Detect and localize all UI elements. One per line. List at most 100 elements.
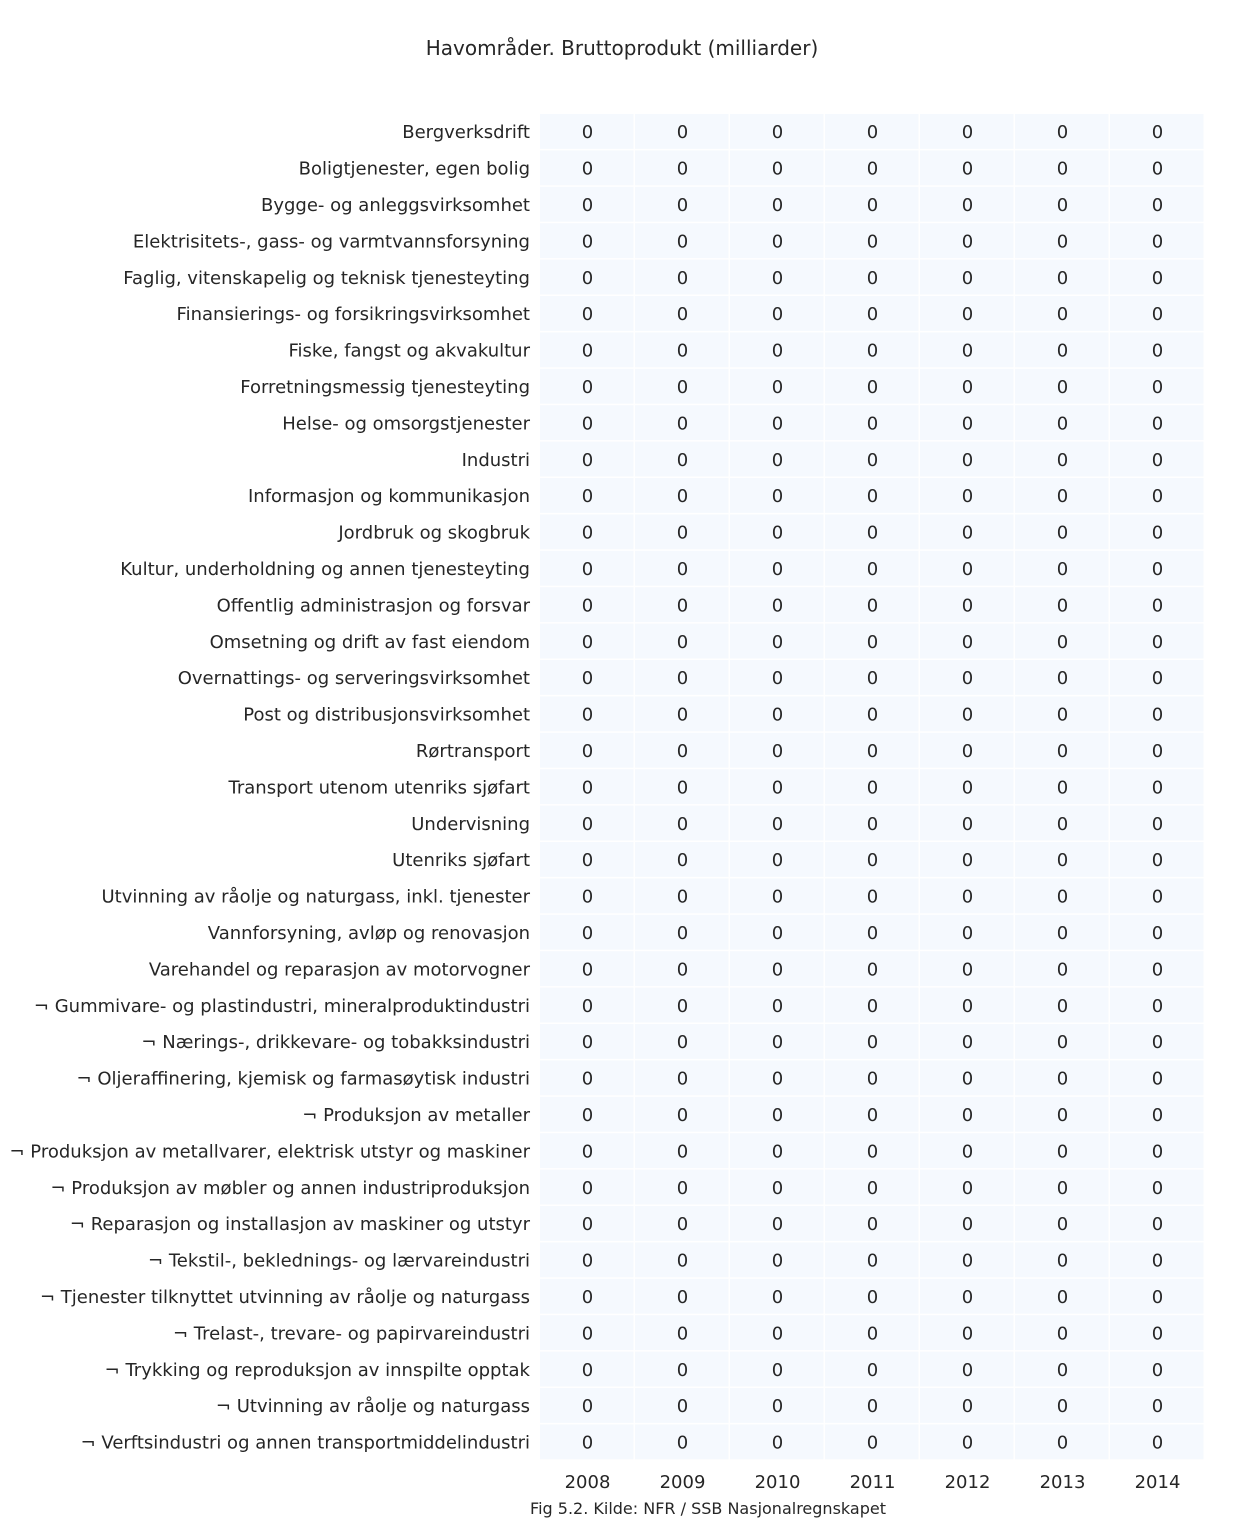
cell-value-label: 0 <box>677 231 688 252</box>
cell-value-label: 0 <box>582 741 593 762</box>
heatmap-cell <box>825 223 919 259</box>
heatmap-cell <box>730 1388 824 1423</box>
cell-value-label: 0 <box>962 195 973 216</box>
row-label: Forretningsmessig tjenesteyting <box>240 377 530 398</box>
heatmap-cell <box>1110 878 1204 914</box>
heatmap-cell <box>540 1242 634 1278</box>
heatmap-cell <box>920 514 1014 550</box>
heatmap-cell <box>1110 769 1204 805</box>
cells-layer: 0 0 0 0 0 0 0 0 0 0 0 0 0 0 0 0 0 0 0 0 0 0 0 0 0 0 0 0 0 0 0 0 0 0 0 0 0 0 0 0… <box>540 114 1204 1460</box>
cell-value-label: 0 <box>1152 268 1163 289</box>
cell-value-label: 0 <box>867 268 878 289</box>
row-label: ¬ Verftsindustri og annen transportmidde… <box>81 1433 530 1454</box>
cell-value-label: 0 <box>867 1396 878 1417</box>
cell-value-label: 0 <box>582 632 593 653</box>
heatmap-cell <box>1110 259 1204 295</box>
heatmap-cell <box>635 914 729 950</box>
cell-value-label: 0 <box>962 486 973 507</box>
cell-value-label: 0 <box>1057 595 1068 616</box>
cell-value-label: 0 <box>1057 996 1068 1017</box>
cell-value-label: 0 <box>867 1069 878 1090</box>
heatmap-cell <box>920 696 1014 732</box>
row-label: Faglig, vitenskapelig og teknisk tjenest… <box>123 268 530 289</box>
heatmap-cell <box>540 514 634 550</box>
cell-value-label: 0 <box>677 741 688 762</box>
cell-value-label: 0 <box>962 814 973 835</box>
cell-value-label: 0 <box>582 1287 593 1308</box>
heatmap-cell <box>825 878 919 914</box>
heatmap-cell <box>920 1024 1014 1059</box>
heatmap-cell <box>920 805 1014 841</box>
row-labels: Bergverksdrift Boligtjenester, egen bolig… <box>10 122 531 1453</box>
cell-value-label: 0 <box>582 1433 593 1454</box>
cell-value-label: 0 <box>677 159 688 180</box>
cell-value-label: 0 <box>867 959 878 980</box>
heatmap-cell <box>920 405 1014 441</box>
cell-value-label: 0 <box>962 668 973 689</box>
heatmap-cell <box>1015 259 1109 295</box>
heatmap-cell <box>730 1351 824 1387</box>
cell-value-label: 0 <box>1152 341 1163 362</box>
heatmap-cell <box>920 914 1014 950</box>
heatmap-cell <box>1015 1060 1109 1096</box>
cell-value-label: 0 <box>772 850 783 871</box>
cell-value-label: 0 <box>1057 1287 1068 1308</box>
cell-value-label: 0 <box>867 377 878 398</box>
heatmap-cell <box>920 114 1014 149</box>
heatmap-cell <box>920 1315 1014 1351</box>
cell-value-label: 0 <box>962 413 973 434</box>
heatmap-cell <box>540 1024 634 1059</box>
cell-value-label: 0 <box>582 1032 593 1053</box>
cell-value-label: 0 <box>582 1178 593 1199</box>
heatmap-cell <box>1015 878 1109 914</box>
heatmap-cell <box>635 1024 729 1059</box>
heatmap-cell <box>540 951 634 987</box>
heatmap-cell <box>540 223 634 259</box>
heatmap-cell <box>730 478 824 513</box>
cell-value-label: 0 <box>677 1141 688 1162</box>
cell-value-label: 0 <box>962 1032 973 1053</box>
heatmap-cell <box>1110 550 1204 586</box>
heatmap-cell <box>635 842 729 877</box>
cell-value-label: 0 <box>677 1433 688 1454</box>
heatmap-cell <box>1110 623 1204 659</box>
row-label: ¬ Tjenester tilknyttet utvinning av råol… <box>40 1287 530 1308</box>
cell-value-label: 0 <box>962 559 973 580</box>
heatmap-cell <box>540 987 634 1023</box>
cell-value-label: 0 <box>867 486 878 507</box>
row-label: Boligtjenester, egen bolig <box>299 159 530 180</box>
heatmap-cell <box>730 914 824 950</box>
column-label: 2009 <box>660 1472 706 1493</box>
row-label: Bergverksdrift <box>402 122 530 143</box>
heatmap-cell <box>635 878 729 914</box>
cell-value-label: 0 <box>962 304 973 325</box>
cell-value-label: 0 <box>1152 559 1163 580</box>
heatmap-cell <box>1110 223 1204 259</box>
chart-caption: Fig 5.2. Kilde: NFR / SSB Nasjonalregnsk… <box>530 1499 886 1518</box>
cell-value-label: 0 <box>1057 777 1068 798</box>
cell-value-label: 0 <box>582 159 593 180</box>
heatmap-cell <box>635 514 729 550</box>
cell-value-label: 0 <box>1152 741 1163 762</box>
heatmap-cell <box>1015 696 1109 732</box>
cell-value-label: 0 <box>677 959 688 980</box>
heatmap-cell <box>730 332 824 368</box>
cell-value-label: 0 <box>1152 1360 1163 1381</box>
cell-value-label: 0 <box>582 523 593 544</box>
cell-value-label: 0 <box>677 486 688 507</box>
row-label: ¬ Trelast-, trevare- og papirvareindustr… <box>173 1323 530 1344</box>
heatmap-cell <box>1015 223 1109 259</box>
heatmap-cell <box>1110 1242 1204 1278</box>
column-label: 2013 <box>1040 1472 1086 1493</box>
heatmap-cell <box>825 1315 919 1351</box>
cell-value-label: 0 <box>867 231 878 252</box>
cell-value-label: 0 <box>867 195 878 216</box>
cell-value-label: 0 <box>867 1032 878 1053</box>
row-label: Utvinning av råolje og naturgass, inkl. … <box>101 887 530 908</box>
cell-value-label: 0 <box>867 159 878 180</box>
cell-value-label: 0 <box>677 304 688 325</box>
cell-value-label: 0 <box>962 1396 973 1417</box>
cell-value-label: 0 <box>1057 1251 1068 1272</box>
heatmap-cell <box>1110 368 1204 404</box>
